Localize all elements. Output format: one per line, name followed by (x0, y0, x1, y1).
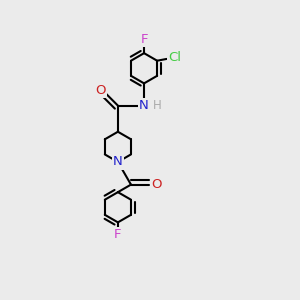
Text: H: H (153, 99, 162, 112)
Text: F: F (140, 33, 148, 46)
Text: O: O (95, 84, 106, 97)
Text: Cl: Cl (168, 51, 181, 64)
Text: F: F (114, 228, 122, 241)
Text: O: O (152, 178, 162, 191)
Text: N: N (139, 99, 149, 112)
Text: N: N (113, 155, 123, 169)
